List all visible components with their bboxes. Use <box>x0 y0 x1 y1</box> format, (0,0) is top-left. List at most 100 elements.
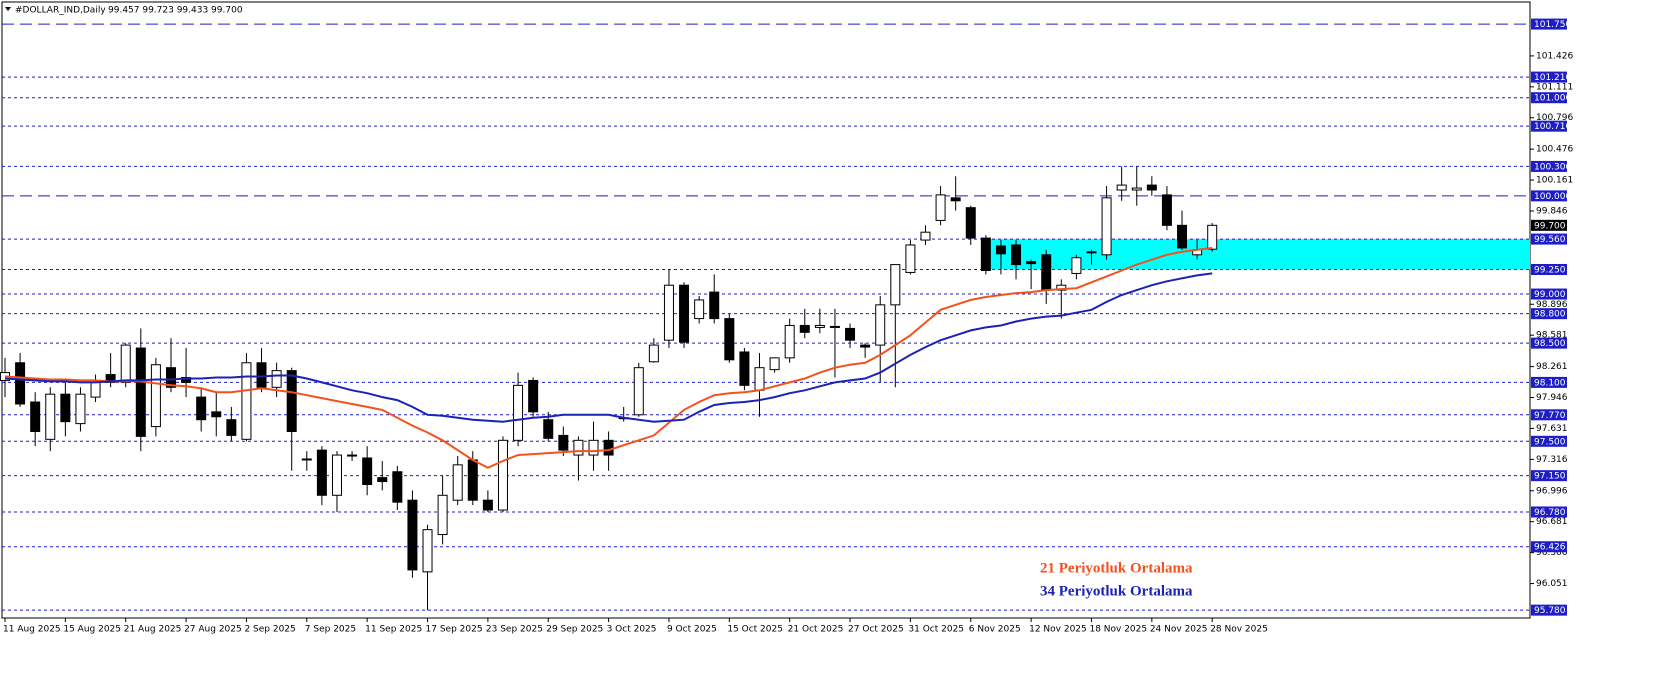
level-label: 97.770 <box>1534 411 1566 421</box>
candle-body <box>1131 187 1142 191</box>
candle-body <box>694 299 705 320</box>
x-tick-label: 24 Nov 2025 <box>1150 625 1208 635</box>
candle-body <box>814 324 825 328</box>
level-label-box <box>1531 288 1567 300</box>
menu-arrow[interactable] <box>5 7 11 11</box>
y-tick-label: 97.631 <box>1536 424 1568 434</box>
candle-body <box>45 393 56 440</box>
legend-entry: 21 Periyotluk Ortalama <box>1040 560 1193 576</box>
candle-body <box>1146 184 1157 191</box>
candle-body <box>980 237 991 271</box>
x-tick-label: 27 Aug 2025 <box>184 625 242 635</box>
candle-body <box>120 344 131 383</box>
candle-body <box>150 364 161 428</box>
x-tick-label: 27 Oct 2025 <box>848 625 904 635</box>
candle-body <box>30 401 41 432</box>
x-tick-label: 31 Oct 2025 <box>908 625 964 635</box>
candle-body <box>15 362 26 405</box>
level-label: 101.000 <box>1534 94 1571 104</box>
candle-body <box>995 245 1006 255</box>
legend-entry: 34 Periyotluk Ortalama <box>1040 583 1193 599</box>
candle-body <box>75 393 86 425</box>
candle-body <box>467 459 478 501</box>
level-label-box <box>1531 604 1567 616</box>
current-price-box <box>1531 219 1567 231</box>
x-tick-label: 17 Sep 2025 <box>426 625 483 635</box>
candle-body <box>256 362 267 388</box>
x-tick-label: 7 Sep 2025 <box>305 625 356 635</box>
candle-body <box>241 362 252 440</box>
candle-body <box>829 325 840 328</box>
level-label-box <box>1531 409 1567 421</box>
level-label: 101.210 <box>1534 73 1571 83</box>
y-tick-label: 100.476 <box>1536 145 1573 155</box>
y-tick-label: 100.796 <box>1536 113 1573 123</box>
level-label: 99.250 <box>1534 266 1566 276</box>
candle-body <box>588 439 599 456</box>
level-label: 96.426 <box>1534 543 1566 553</box>
level-label-box <box>1531 233 1567 245</box>
x-tick-label: 18 Nov 2025 <box>1089 625 1147 635</box>
level-label: 100.300 <box>1534 162 1571 172</box>
x-tick-label: 11 Sep 2025 <box>365 625 422 635</box>
candle-body <box>603 439 614 456</box>
level-label: 97.500 <box>1534 437 1566 447</box>
candle-body <box>135 347 146 437</box>
x-tick-label: 2 Sep 2025 <box>244 625 295 635</box>
candle-body <box>1071 257 1082 274</box>
y-tick-label: 96.051 <box>1536 579 1568 589</box>
level-label: 100.000 <box>1534 192 1571 202</box>
y-tick-label: 96.681 <box>1536 517 1568 527</box>
candle-body <box>196 396 207 421</box>
level-label: 95.780 <box>1534 606 1566 616</box>
level-label-box <box>1531 337 1567 349</box>
candle-body <box>513 384 524 441</box>
candle-body <box>1101 197 1112 256</box>
current-price-label: 99.700 <box>1534 221 1566 231</box>
level-label-box <box>1531 120 1567 132</box>
candle-body <box>90 381 101 398</box>
candle-body <box>573 439 584 456</box>
candle-body <box>1116 184 1127 191</box>
candle-body <box>316 449 327 496</box>
candle-body <box>1161 194 1172 226</box>
x-tick-label: 23 Sep 2025 <box>486 625 543 635</box>
candle-body <box>784 324 795 359</box>
x-tick-label: 9 Oct 2025 <box>667 625 717 635</box>
candle-body <box>633 367 644 416</box>
level-label-box <box>1531 506 1567 518</box>
y-tick-label: 98.896 <box>1536 300 1568 310</box>
candle-body <box>181 376 192 383</box>
y-tick-label: 98.581 <box>1536 331 1568 341</box>
ohlc-text: 99.457 99.723 99.433 99.700 <box>108 6 243 16</box>
candle-body <box>905 244 916 273</box>
x-tick-label: 3 Oct 2025 <box>607 625 657 635</box>
candle-body <box>452 464 463 501</box>
level-label-box <box>1531 190 1567 202</box>
candle-body <box>663 284 674 341</box>
candle-body <box>754 367 765 391</box>
x-tick-label: 11 Aug 2025 <box>3 625 61 635</box>
level-label-box <box>1531 470 1567 482</box>
candle-body <box>845 327 856 341</box>
candle-body <box>377 477 388 483</box>
candle-body <box>1056 284 1067 291</box>
candle-body <box>875 304 886 346</box>
candle-body <box>920 231 931 241</box>
candle-body <box>437 494 448 536</box>
x-tick-label: 21 Oct 2025 <box>788 625 844 635</box>
candle-body <box>769 357 780 371</box>
level-label-box <box>1531 435 1567 447</box>
level-label-box <box>1531 541 1567 553</box>
x-tick-label: 6 Nov 2025 <box>969 625 1021 635</box>
candle-body <box>950 197 961 202</box>
moving-average-line <box>4 272 1213 423</box>
candle-body <box>724 318 735 361</box>
level-label-box <box>1531 160 1567 172</box>
plot-frame <box>1 1 1531 619</box>
candle-body <box>211 411 222 418</box>
candle-body <box>165 367 176 388</box>
x-tick-label: 15 Aug 2025 <box>63 625 121 635</box>
candle-body <box>271 370 282 388</box>
